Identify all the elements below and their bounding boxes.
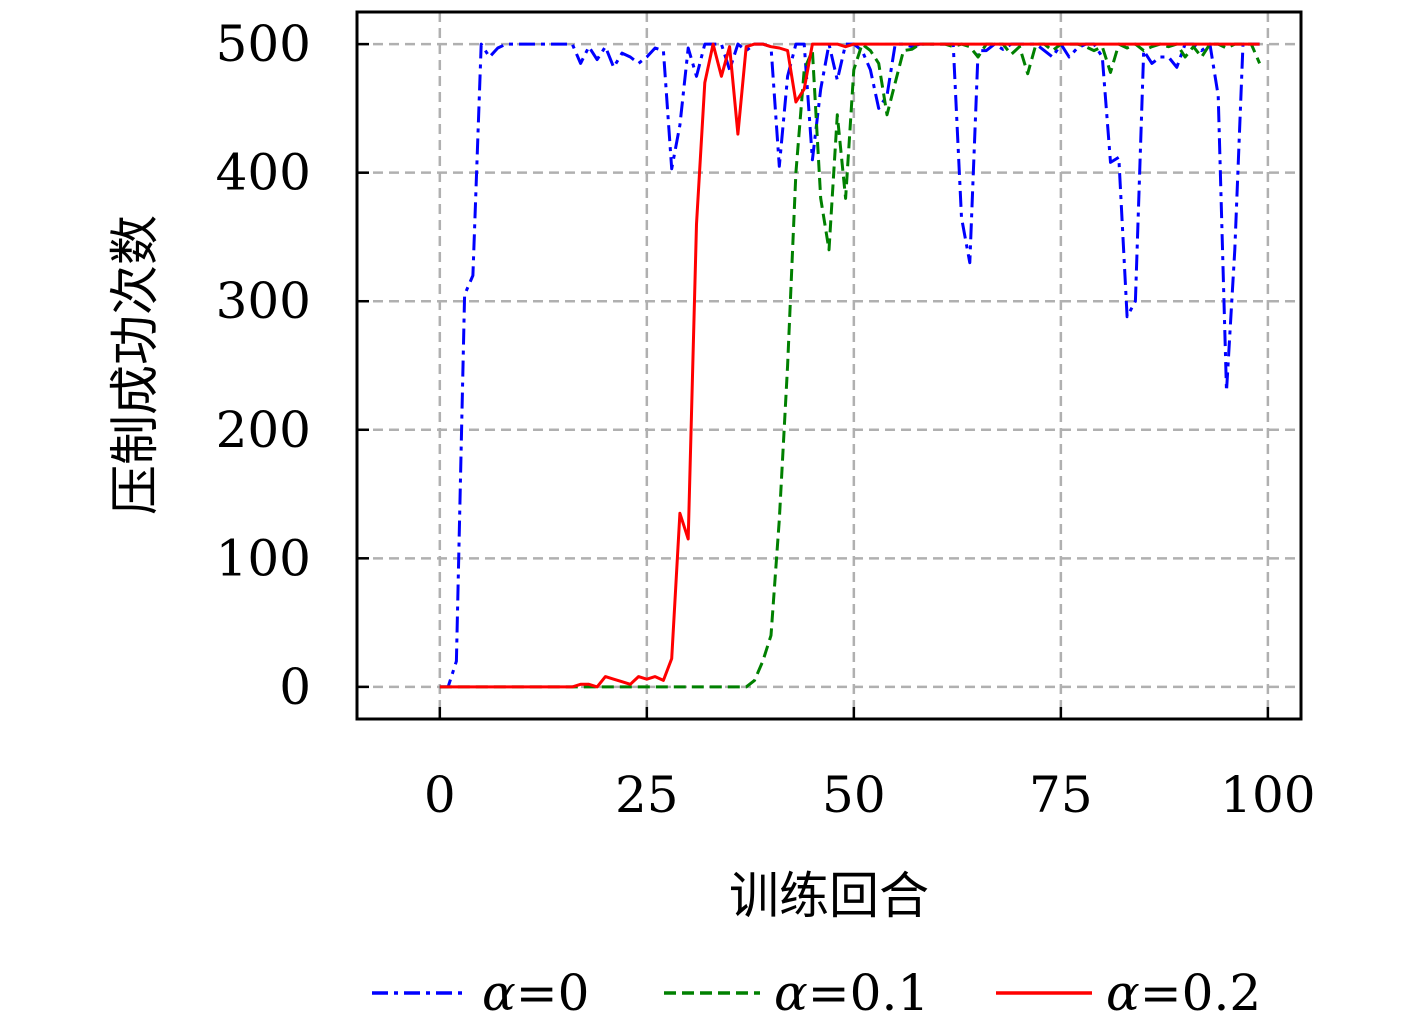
y-tick-label: 500 xyxy=(216,15,311,73)
legend: α=0 α=0.1 α=0.2 xyxy=(372,964,1261,1022)
y-tick-label: 200 xyxy=(216,401,311,459)
x-tick-label: 50 xyxy=(822,766,886,824)
x-tick-label: 75 xyxy=(1029,766,1093,824)
legend-label: α=0.1 xyxy=(774,964,929,1022)
series-line-1 xyxy=(439,42,1261,689)
legend-entry-2: α=0.2 xyxy=(996,964,1261,1022)
y-tick-label: 100 xyxy=(216,529,311,587)
tick-labels: 0 25 50 75 100 0 100 200 300 400 500 xyxy=(216,15,1316,824)
series-layer xyxy=(439,42,1261,689)
x-tick-label: 25 xyxy=(615,766,679,824)
y-tick-label: 300 xyxy=(216,272,311,330)
grid xyxy=(357,12,1301,719)
y-tick-label: 400 xyxy=(216,144,311,202)
legend-label: α=0 xyxy=(482,964,589,1022)
x-tick-label: 0 xyxy=(424,766,456,824)
y-axis-title: 压制成功次数 xyxy=(106,215,164,515)
legend-entry-0: α=0 xyxy=(372,964,589,1022)
x-axis-title: 训练回合 xyxy=(729,867,929,925)
legend-label: α=0.2 xyxy=(1106,964,1261,1022)
legend-entry-1: α=0.1 xyxy=(664,964,929,1022)
x-tick-label: 100 xyxy=(1220,766,1315,824)
plot-frame xyxy=(355,10,1303,721)
y-tick-label: 0 xyxy=(279,658,311,716)
series-line-2 xyxy=(439,42,1260,689)
ticks xyxy=(357,42,1270,719)
